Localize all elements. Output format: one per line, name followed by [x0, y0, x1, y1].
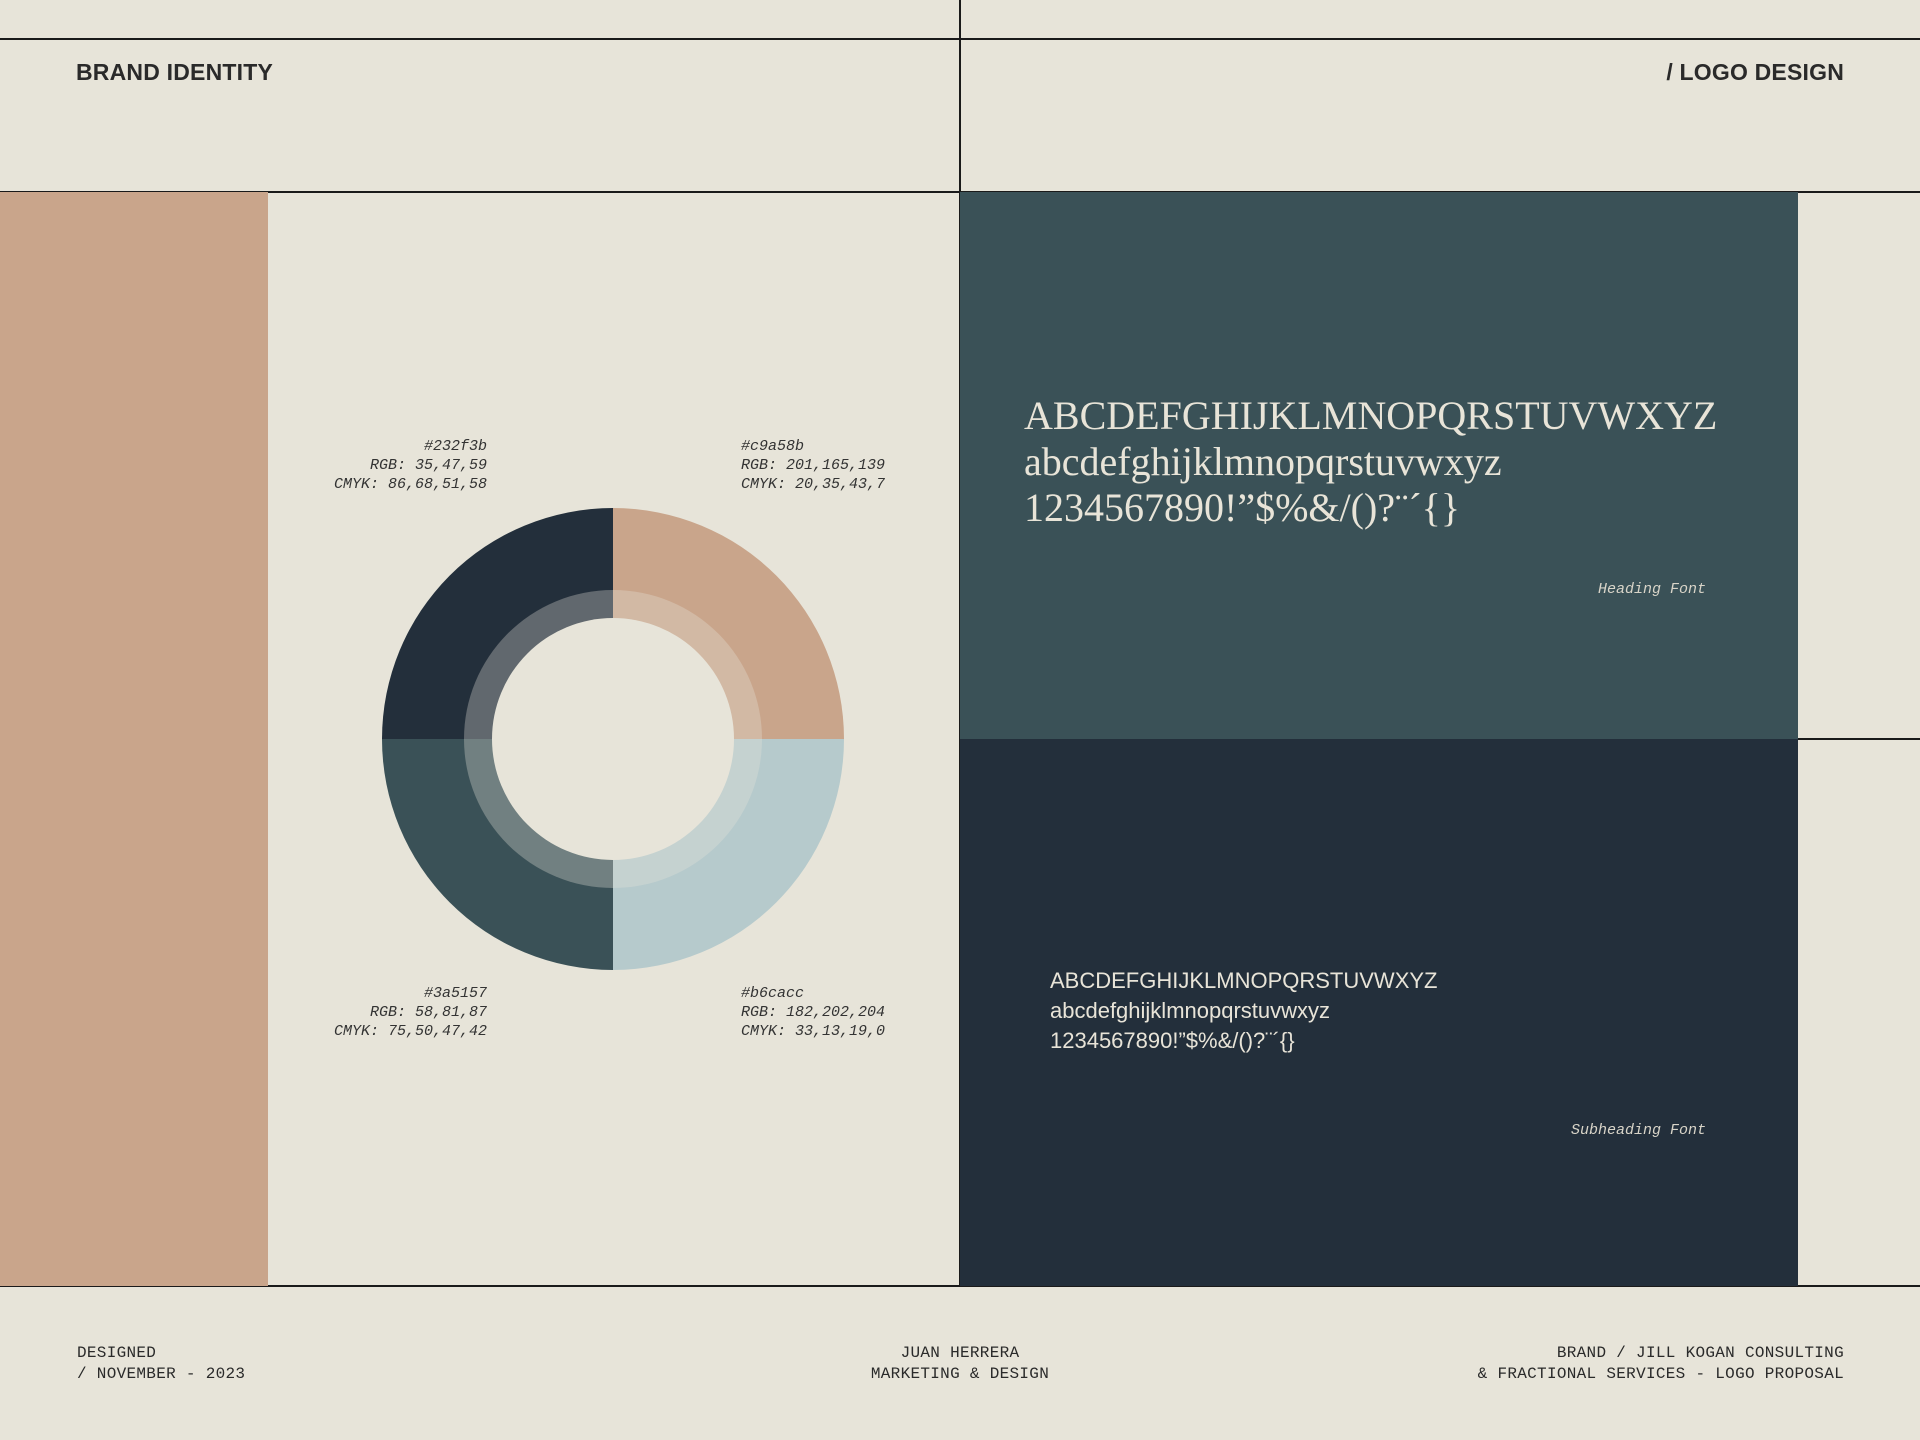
center-rule	[959, 0, 961, 1286]
footer-designer: JUAN HERRERA MARKETING & DESIGN	[760, 1343, 1160, 1385]
footer-text: / NOVEMBER - 2023	[77, 1365, 246, 1383]
swatch-rgb: RGB: 182,202,204	[741, 1004, 886, 1021]
swatch-label-teal: #3a5157 RGB: 58,81,87 CMYK: 75,50,47,42	[334, 984, 487, 1041]
footer-text: JUAN HERRERA	[900, 1344, 1020, 1362]
wheel-center	[492, 618, 734, 860]
subheading-font-specimen: ABCDEFGHIJKLMNOPQRSTUVWXYZ abcdefghijklm…	[1050, 966, 1437, 1056]
subheading-font-caption: Subheading Font	[1570, 1122, 1706, 1139]
footer-text: & FRACTIONAL SERVICES - LOGO PROPOSAL	[1477, 1365, 1844, 1383]
specimen-lowercase: abcdefghijklmnopqrstuvwxyz	[1050, 998, 1331, 1023]
heading-font-panel	[960, 192, 1798, 739]
swatch-rgb: RGB: 201,165,139	[741, 457, 886, 474]
specimen-lowercase: abcdefghijklmnopqrstuvwxyz	[1024, 439, 1502, 484]
page-title-right: / LOGO DESIGN	[1666, 59, 1844, 85]
subheading-font-panel	[960, 739, 1798, 1286]
heading-font-specimen: ABCDEFGHIJKLMNOPQRSTUVWXYZ abcdefghijklm…	[1024, 393, 1717, 531]
swatch-cmyk: CMYK: 75,50,47,42	[333, 1023, 487, 1040]
footer-project: BRAND / JILL KOGAN CONSULTING & FRACTION…	[1478, 1343, 1844, 1385]
swatch-label-tan: #c9a58b RGB: 201,165,139 CMYK: 20,35,43,…	[741, 437, 885, 494]
footer-date: DESIGNED / NOVEMBER - 2023	[77, 1343, 245, 1385]
swatch-label-light-blue: #b6cacc RGB: 182,202,204 CMYK: 33,13,19,…	[741, 984, 885, 1041]
specimen-numerals: 1234567890!”$%&/()?¨´{}	[1050, 1028, 1295, 1053]
specimen-numerals: 1234567890!”$%&/()?¨´{}	[1024, 485, 1461, 530]
swatch-hex: #b6cacc	[741, 985, 805, 1002]
page-title-left: BRAND IDENTITY	[76, 59, 274, 85]
swatch-hex: #3a5157	[423, 985, 487, 1002]
specimen-uppercase: ABCDEFGHIJKLMNOPQRSTUVWXYZ	[1024, 393, 1718, 438]
swatch-rgb: RGB: 58,81,87	[369, 1004, 487, 1021]
specimen-uppercase: ABCDEFGHIJKLMNOPQRSTUVWXYZ	[1050, 968, 1438, 993]
swatch-rgb: RGB: 35,47,59	[369, 457, 487, 474]
tan-color-strip	[0, 192, 268, 1286]
swatch-hex: #232f3b	[423, 438, 487, 455]
color-palette-wheel	[382, 508, 844, 970]
swatch-hex: #c9a58b	[741, 438, 805, 455]
footer-text: DESIGNED	[77, 1344, 157, 1362]
swatch-cmyk: CMYK: 86,68,51,58	[333, 476, 487, 493]
swatch-cmyk: CMYK: 20,35,43,7	[741, 476, 886, 493]
swatch-label-navy: #232f3b RGB: 35,47,59 CMYK: 86,68,51,58	[334, 437, 487, 494]
heading-font-caption: Heading Font	[1597, 581, 1706, 598]
footer-text: BRAND / JILL KOGAN CONSULTING	[1556, 1344, 1844, 1362]
swatch-cmyk: CMYK: 33,13,19,0	[741, 1023, 886, 1040]
footer-text: MARKETING & DESIGN	[870, 1365, 1050, 1383]
